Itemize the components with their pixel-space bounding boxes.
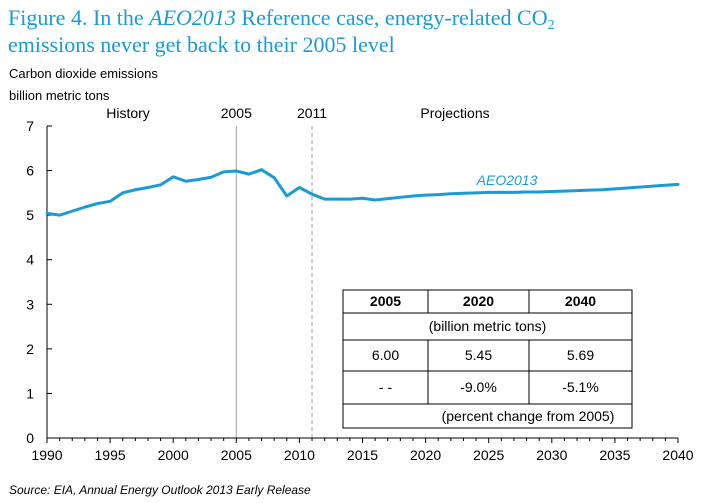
divider-label-2005: 2005	[221, 105, 252, 121]
x-tick-label-2015: 2015	[347, 447, 378, 463]
figure-title-line2: emissions never get back to their 2005 l…	[8, 32, 395, 57]
y-tick-label-2: 2	[26, 341, 34, 357]
figure-title-mid: Reference case, energy-related CO	[235, 5, 548, 30]
x-tick-label-2025: 2025	[473, 447, 504, 463]
table-change-cell: -5.1%	[562, 379, 599, 395]
series-label: AEO2013	[476, 172, 538, 188]
x-tick-label-2000: 2000	[158, 447, 189, 463]
figure-title-italic: AEO2013	[149, 5, 236, 30]
table-value-cell: 5.45	[465, 347, 492, 363]
table-unit-row: (billion metric tons)	[429, 318, 546, 334]
table-header-2005: 2005	[370, 293, 401, 309]
figure-title-subscript: 2	[547, 18, 555, 33]
y-tick-label-7: 7	[26, 118, 34, 134]
y-tick-label-6: 6	[26, 163, 34, 179]
region-label-history: History	[106, 105, 150, 121]
x-tick-label-1990: 1990	[31, 447, 62, 463]
x-tick-label-2040: 2040	[662, 447, 693, 463]
table-note-row: (percent change from 2005)	[442, 408, 615, 424]
table-value-cell: 6.00	[372, 347, 399, 363]
y-axis-title-line1: Carbon dioxide emissions	[9, 66, 158, 81]
y-tick-label-3: 3	[26, 296, 34, 312]
x-tick-label-2035: 2035	[599, 447, 630, 463]
y-tick-label-4: 4	[26, 252, 34, 268]
x-tick-label-1995: 1995	[95, 447, 126, 463]
series-line-AEO2013	[45, 168, 680, 217]
region-label-projections: Projections	[420, 105, 489, 121]
x-tick-label-2030: 2030	[536, 447, 567, 463]
divider-label-2011: 2011	[297, 105, 327, 121]
table-change-cell: -9.0%	[460, 379, 497, 395]
x-tick-label-2005: 2005	[221, 447, 252, 463]
figure-title-prefix: Figure 4. In the	[8, 5, 150, 30]
y-tick-label-5: 5	[26, 207, 34, 223]
table-header-2020: 2020	[463, 293, 494, 309]
source-note: Source: EIA, Annual Energy Outlook 2013 …	[9, 483, 311, 497]
table-change-cell: - -	[379, 379, 393, 395]
y-axis-title-line2: billion metric tons	[9, 88, 110, 103]
table-header-2040: 2040	[565, 293, 596, 309]
figure-title: Figure 4. In the AEO2013 Reference case,…	[8, 4, 718, 58]
x-tick-label-2010: 2010	[284, 447, 315, 463]
x-tick-label-2020: 2020	[410, 447, 441, 463]
y-tick-label-1: 1	[26, 385, 34, 401]
y-tick-label-0: 0	[26, 430, 34, 446]
table-value-cell: 5.69	[567, 347, 594, 363]
